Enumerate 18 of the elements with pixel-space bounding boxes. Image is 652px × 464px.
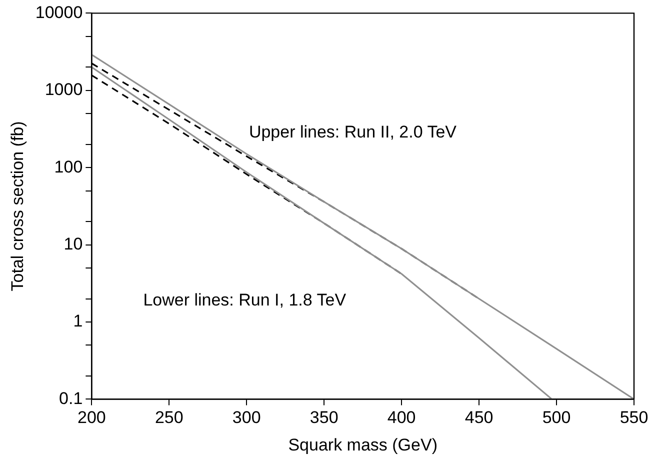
y-tick-label: 10000 [35,2,83,22]
y-tick-label: 0.1 [59,388,83,408]
annotation: Lower lines: Run I, 1.8 TeV [143,290,347,310]
y-tick-label: 10 [64,234,83,254]
x-tick-label: 200 [77,408,106,428]
x-tick-label: 400 [387,408,416,428]
x-axis-title: Squark mass (GeV) [288,435,438,454]
y-tick-label: 1000 [44,80,83,100]
x-tick-label: 300 [232,408,261,428]
annotation: Upper lines: Run II, 2.0 TeV [248,122,458,142]
y-tick-label: 1 [73,312,83,331]
x-tick-label: 450 [464,408,494,428]
x-tick-label: 250 [154,408,184,428]
y-axis-title: Total cross section (fb) [8,121,27,292]
x-tick-label: 500 [542,408,571,428]
x-tick-label: 550 [620,408,648,428]
y-tick-label: 100 [54,157,83,176]
x-tick-label: 350 [310,408,338,428]
